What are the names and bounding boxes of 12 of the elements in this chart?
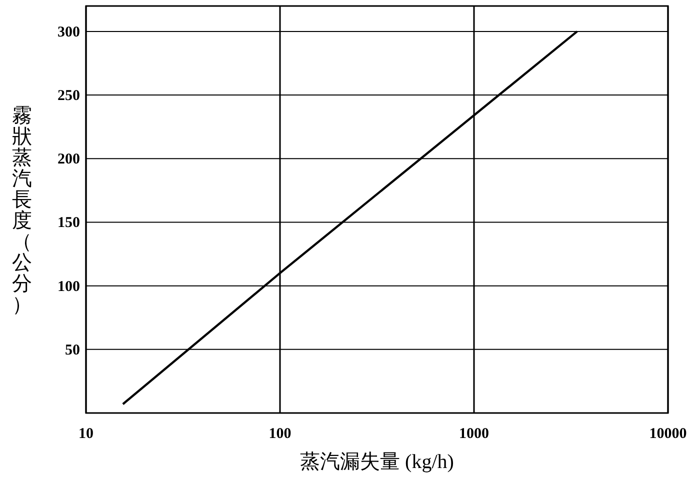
x-tick-label: 1000 — [459, 426, 489, 442]
y-tick-label: 200 — [58, 152, 80, 168]
y-tick-label: 150 — [58, 215, 80, 232]
y-tick-label: 250 — [58, 88, 80, 104]
y-tick-label: 100 — [58, 278, 80, 295]
y-tick-label: 50 — [65, 342, 80, 358]
text: 霧狀蒸汽長度（公分） — [12, 105, 32, 316]
x-tick-label: 10 — [78, 426, 94, 442]
x-tick-label: 10000 — [649, 426, 687, 442]
y-tick-label: 300 — [58, 24, 80, 40]
x-tick-label: 100 — [268, 426, 292, 442]
x-axis-title: 蒸汽漏失量 (kg/h) — [300, 451, 454, 473]
